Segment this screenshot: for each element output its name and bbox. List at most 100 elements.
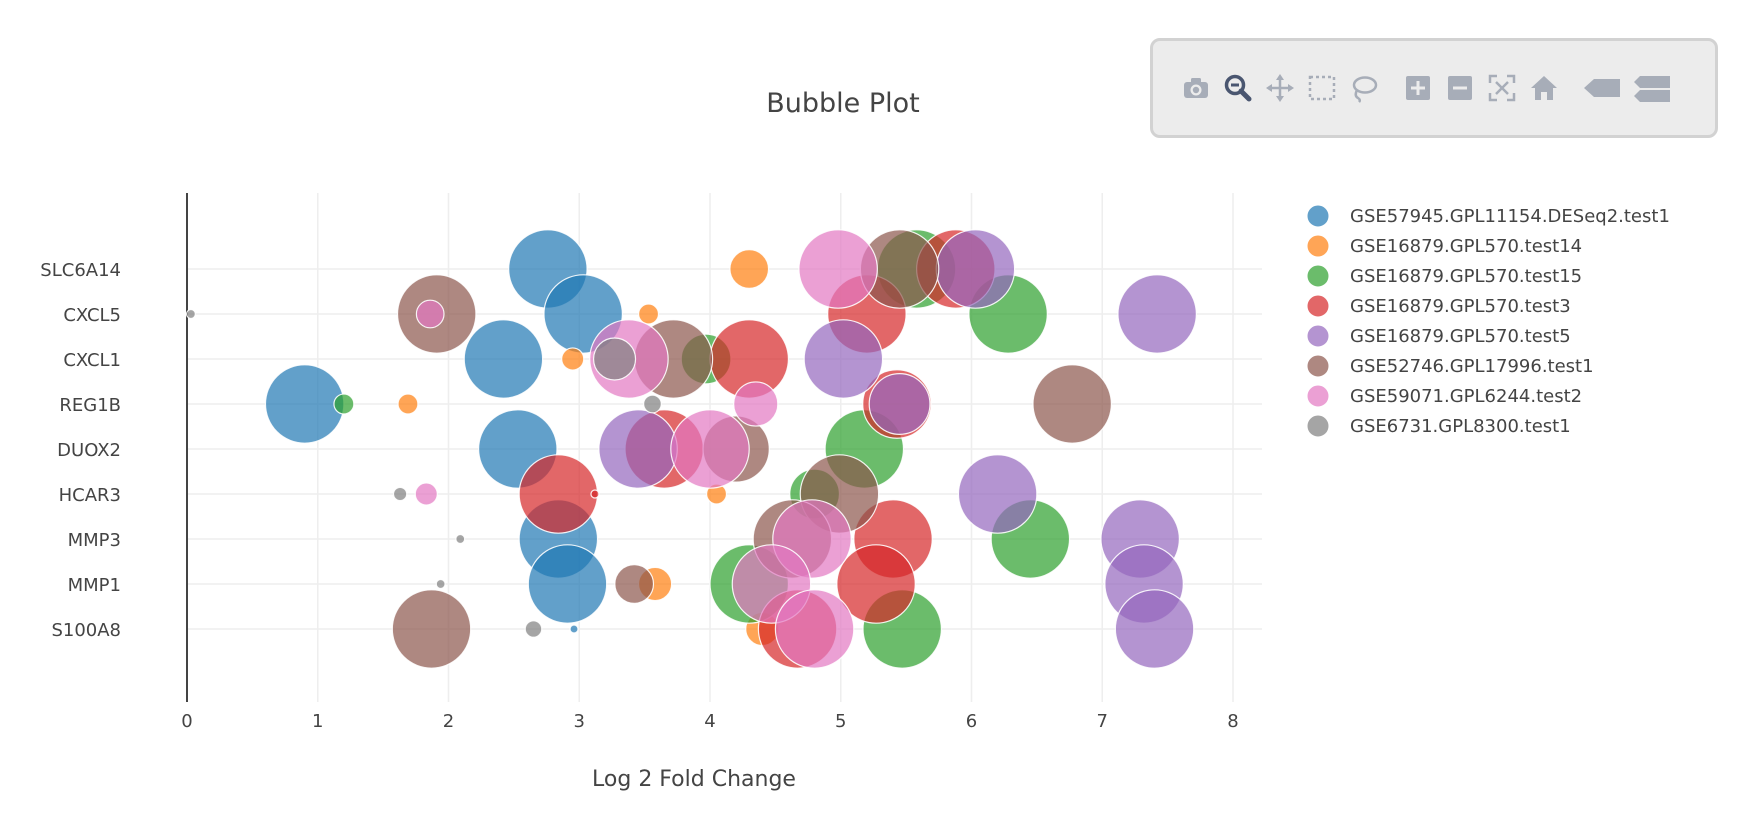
- bubble[interactable]: [185, 308, 196, 320]
- bubble[interactable]: [391, 589, 472, 669]
- legend-swatch: [1306, 234, 1330, 258]
- zoom-in-icon: [1406, 76, 1430, 100]
- legend-swatch: [1306, 264, 1330, 288]
- bubble[interactable]: [868, 373, 931, 435]
- series-7[interactable]: [414, 229, 878, 669]
- legend-label: GSE16879.GPL570.test5: [1350, 326, 1571, 347]
- camera-button[interactable]: [1175, 67, 1217, 109]
- bubble[interactable]: [614, 564, 655, 604]
- bubble[interactable]: [414, 482, 438, 506]
- legend-item[interactable]: GSE57945.GPL11154.DESeq2.test1: [1306, 204, 1670, 228]
- bubble[interactable]: [561, 347, 585, 371]
- bubble[interactable]: [590, 489, 600, 499]
- zoom-out-button[interactable]: [1439, 67, 1481, 109]
- hover-closest-button[interactable]: [1577, 67, 1627, 109]
- y-tick-label: SLC6A14: [40, 260, 121, 281]
- bubble[interactable]: [435, 578, 446, 590]
- legend-item[interactable]: GSE16879.GPL570.test3: [1306, 294, 1571, 318]
- y-tick-label: HCAR3: [59, 485, 121, 506]
- x-tick-label: 6: [966, 711, 977, 732]
- zoom-in-button[interactable]: [1397, 67, 1439, 109]
- autoscale-button[interactable]: [1481, 67, 1523, 109]
- bubble[interactable]: [803, 319, 884, 399]
- bubble[interactable]: [455, 533, 466, 545]
- legend-swatch: [1306, 294, 1330, 318]
- hover-compare-icon: [1634, 76, 1670, 102]
- bubble[interactable]: [643, 394, 662, 414]
- x-tick-label: 8: [1227, 711, 1238, 732]
- series-1[interactable]: [264, 229, 623, 634]
- bubble[interactable]: [518, 454, 599, 534]
- bubble[interactable]: [524, 620, 543, 638]
- chart-title: Bubble Plot: [766, 88, 920, 119]
- plot-area[interactable]: [185, 229, 1197, 669]
- bubble[interactable]: [638, 303, 660, 325]
- bubble[interactable]: [415, 299, 445, 329]
- zoom-button[interactable]: [1217, 67, 1259, 109]
- bubble[interactable]: [1114, 589, 1195, 669]
- bubble[interactable]: [598, 409, 678, 489]
- pan-icon: [1266, 74, 1294, 102]
- series-8[interactable]: [185, 308, 662, 638]
- legend-item[interactable]: GSE52746.GPL17996.test1: [1306, 354, 1594, 378]
- box-select-icon: [1308, 75, 1336, 101]
- bubble[interactable]: [527, 544, 608, 624]
- bubble[interactable]: [670, 409, 750, 489]
- x-axis-label: Log 2 Fold Change: [592, 767, 796, 792]
- y-tick-label: CXCL5: [63, 305, 121, 326]
- legend-label: GSE16879.GPL570.test15: [1350, 266, 1582, 287]
- hover-compare-button[interactable]: [1627, 67, 1677, 109]
- legend-label: GSE52746.GPL17996.test1: [1350, 356, 1594, 377]
- bubble[interactable]: [392, 486, 408, 502]
- bubble[interactable]: [774, 589, 855, 669]
- hover-closest-icon: [1584, 79, 1620, 97]
- legend-label: GSE16879.GPL570.test3: [1350, 296, 1571, 317]
- y-tick-label: MMP1: [68, 575, 121, 596]
- legend-swatch: [1306, 354, 1330, 378]
- bubble[interactable]: [264, 364, 345, 444]
- legend-item[interactable]: GSE6731.GPL8300.test1: [1306, 414, 1571, 438]
- legend-label: GSE59071.GPL6244.test2: [1350, 386, 1582, 407]
- bubble[interactable]: [957, 454, 1038, 534]
- legend-label: GSE57945.GPL11154.DESeq2.test1: [1350, 206, 1670, 227]
- y-tick-labels: SLC6A14 CXCL5 CXCL1 REG1B DUOX2 HCAR3 MMP3 MMP1…: [40, 260, 121, 641]
- bubble[interactable]: [1032, 364, 1112, 444]
- camera-icon: [1184, 78, 1208, 98]
- legend-swatch: [1306, 414, 1330, 438]
- bubble[interactable]: [733, 381, 779, 427]
- bubble[interactable]: [729, 249, 770, 289]
- bubble[interactable]: [798, 229, 878, 309]
- bubble[interactable]: [836, 544, 916, 624]
- legend-label: GSE6731.GPL8300.test1: [1350, 416, 1571, 437]
- bubble[interactable]: [935, 229, 1016, 309]
- legend-item[interactable]: GSE16879.GPL570.test14: [1306, 234, 1582, 258]
- bubble[interactable]: [463, 319, 544, 399]
- y-tick-label: REG1B: [59, 395, 121, 416]
- x-tick-label: 3: [574, 711, 585, 732]
- legend-swatch: [1306, 204, 1330, 228]
- bubble[interactable]: [1117, 274, 1197, 354]
- lasso-select-button[interactable]: [1343, 67, 1385, 109]
- reset-axes-button[interactable]: [1523, 67, 1565, 109]
- zoom-out-icon: [1448, 76, 1472, 100]
- bubble[interactable]: [592, 337, 637, 381]
- bubble[interactable]: [397, 393, 419, 415]
- legend-item[interactable]: GSE16879.GPL570.test15: [1306, 264, 1582, 288]
- y-tick-label: CXCL1: [63, 350, 121, 371]
- bubble[interactable]: [333, 393, 355, 415]
- y-tick-label: DUOX2: [57, 440, 121, 461]
- box-select-button[interactable]: [1301, 67, 1343, 109]
- legend: GSE57945.GPL11154.DESeq2.test1 GSE16879.G…: [1306, 204, 1670, 438]
- series-5[interactable]: [598, 229, 1197, 669]
- legend-label: GSE16879.GPL570.test14: [1350, 236, 1582, 257]
- y-tick-label: MMP3: [68, 530, 121, 551]
- pan-button[interactable]: [1259, 67, 1301, 109]
- legend-swatch: [1306, 384, 1330, 408]
- x-tick-labels: 0 1 2 3 4 5 6 7 8: [181, 711, 1238, 732]
- legend-item[interactable]: GSE59071.GPL6244.test2: [1306, 384, 1582, 408]
- x-tick-label: 7: [1097, 711, 1108, 732]
- legend-item[interactable]: GSE16879.GPL570.test5: [1306, 324, 1571, 348]
- x-tick-label: 5: [835, 711, 846, 732]
- bubble[interactable]: [569, 624, 579, 634]
- zoom-icon: [1224, 74, 1252, 102]
